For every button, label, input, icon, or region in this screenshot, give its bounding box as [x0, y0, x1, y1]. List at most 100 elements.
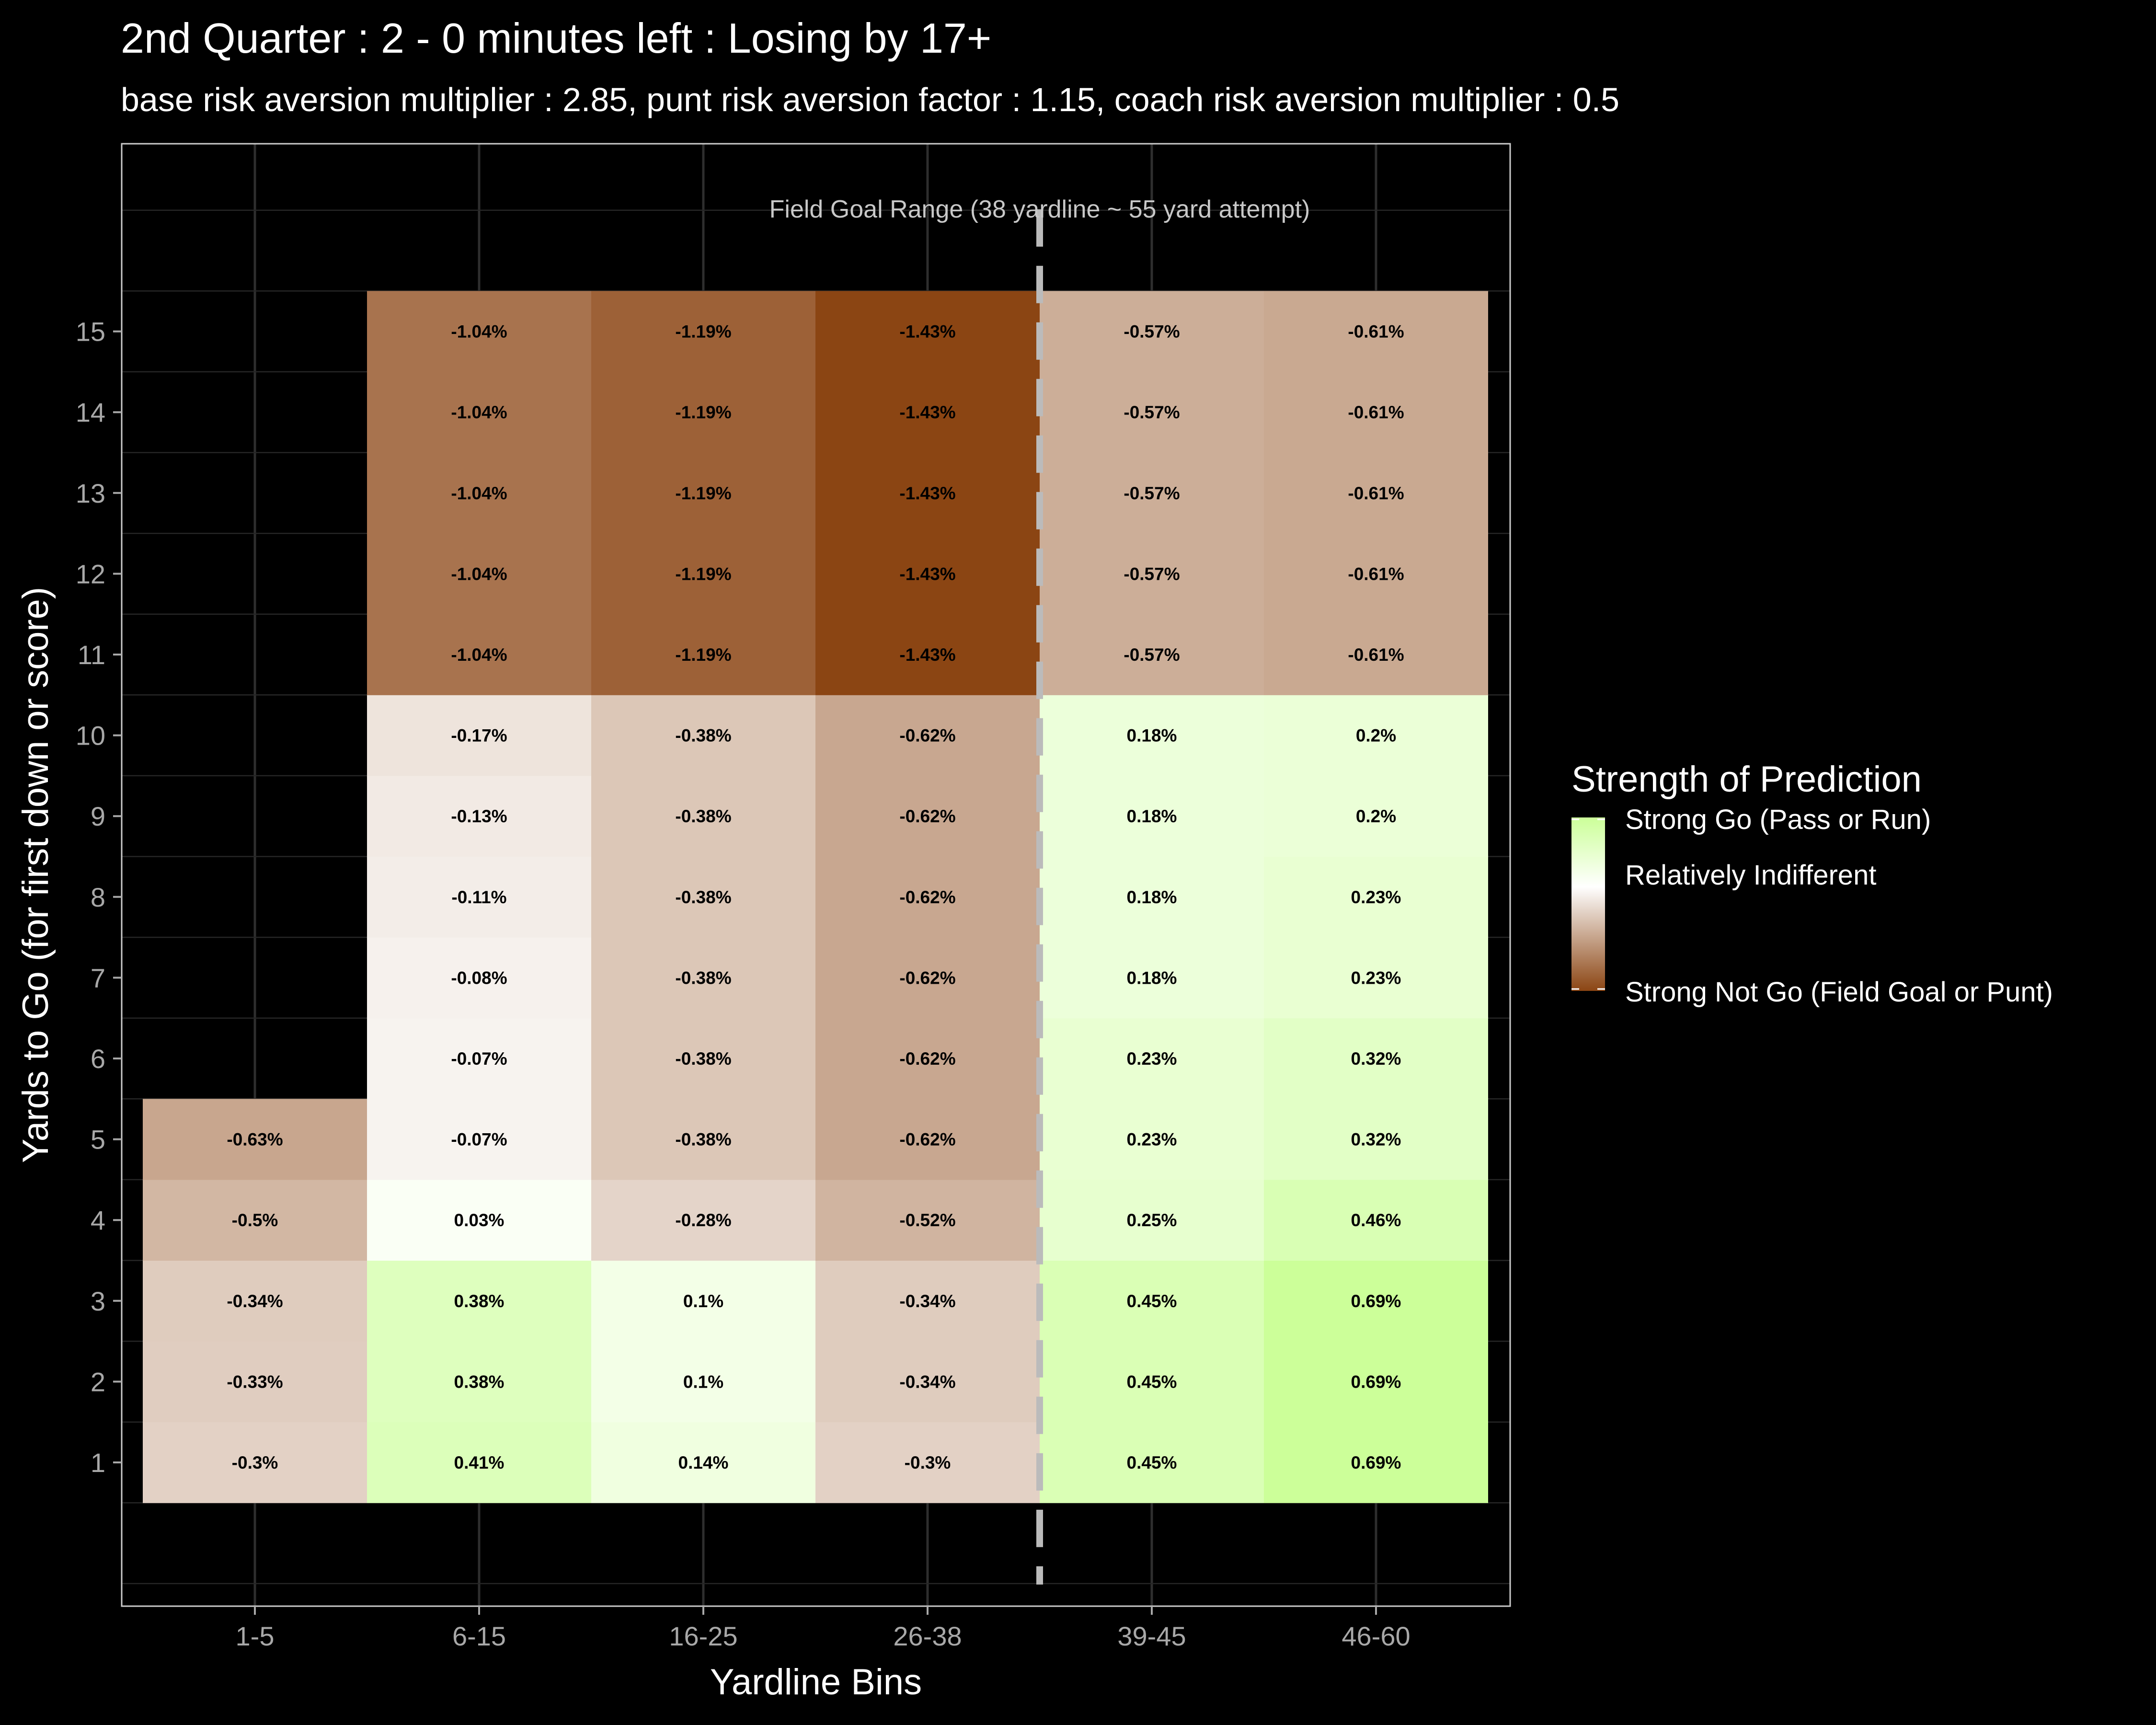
- cell-label: -0.34%: [227, 1291, 283, 1311]
- heatmap-cell: [1264, 1018, 1488, 1099]
- legend-label-strong-not-go: Strong Not Go (Field Goal or Punt): [1625, 977, 2053, 1008]
- x-tick-label: 46-60: [1342, 1621, 1410, 1651]
- heatmap-cell: [591, 291, 815, 372]
- x-tick-label: 26-38: [893, 1621, 962, 1651]
- heatmap-cell: [815, 775, 1040, 857]
- heatmap-cell: [1040, 1341, 1264, 1423]
- heatmap-cell: [367, 695, 591, 776]
- heatmap-cell: [1264, 533, 1488, 615]
- cell-label: 0.18%: [1127, 968, 1177, 988]
- heatmap-cell: [591, 775, 815, 857]
- heatmap-cell: [1040, 533, 1264, 615]
- cell-label: -1.19%: [675, 564, 731, 584]
- heatmap-cell: [1040, 695, 1264, 776]
- heatmap-cell: [143, 1341, 367, 1423]
- heatmap-cell: [367, 371, 591, 453]
- heatmap-cell: [815, 371, 1040, 453]
- heatmap-cell: [1264, 371, 1488, 453]
- chart-title: 2nd Quarter : 2 - 0 minutes left : Losin…: [121, 14, 991, 62]
- y-tick-label: 1: [91, 1448, 105, 1478]
- cell-label: 0.1%: [683, 1372, 723, 1392]
- y-tick-label: 15: [76, 317, 105, 347]
- heatmap-cell: [591, 1260, 815, 1342]
- cell-label: 0.23%: [1351, 887, 1401, 907]
- x-tick-label: 39-45: [1117, 1621, 1186, 1651]
- heatmap-cell: [815, 452, 1040, 534]
- legend-label-strong-go: Strong Go (Pass or Run): [1625, 804, 1931, 835]
- cell-label: -0.11%: [451, 887, 506, 907]
- heatmap-cell: [815, 1260, 1040, 1342]
- cell-label: 0.03%: [454, 1210, 505, 1230]
- heatmap-cell: [367, 937, 591, 1019]
- cell-label: -0.38%: [675, 968, 731, 988]
- cell-label: -0.57%: [1124, 483, 1180, 503]
- y-tick-label: 13: [76, 478, 105, 508]
- y-tick-label: 8: [91, 882, 105, 912]
- cell-label: 0.1%: [683, 1291, 723, 1311]
- heatmap-cell: [1264, 1260, 1488, 1342]
- heatmap-cell: [591, 856, 815, 938]
- heatmap-cell: [367, 856, 591, 938]
- cell-label: -0.52%: [899, 1210, 955, 1230]
- y-tick-label: 6: [91, 1044, 105, 1074]
- cell-label: -0.62%: [899, 968, 955, 988]
- cell-label: -1.43%: [899, 483, 955, 503]
- heatmap-cell: [591, 371, 815, 453]
- heatmap-cell: [367, 1422, 591, 1503]
- y-tick-label: 5: [91, 1125, 105, 1155]
- cell-label: 0.38%: [454, 1372, 505, 1392]
- y-tick-label: 7: [91, 963, 105, 993]
- cell-label: -0.08%: [451, 968, 507, 988]
- heatmap-cell: [1264, 1341, 1488, 1423]
- cell-label: 0.23%: [1127, 1130, 1177, 1150]
- y-tick-label: 3: [91, 1286, 105, 1316]
- y-tick-label: 12: [76, 559, 105, 589]
- cell-label: 0.38%: [454, 1291, 505, 1311]
- cell-label: -0.3%: [232, 1453, 278, 1472]
- cell-label: -0.34%: [899, 1372, 955, 1392]
- cell-label: 0.46%: [1351, 1210, 1401, 1230]
- heatmap-cell: [591, 1018, 815, 1099]
- cell-label: -0.28%: [675, 1210, 731, 1230]
- cell-label: 0.18%: [1127, 887, 1177, 907]
- heatmap-cell: [591, 1099, 815, 1180]
- cell-label: -0.57%: [1124, 322, 1180, 342]
- heatmap-cell: [367, 452, 591, 534]
- heatmap-cell: [815, 614, 1040, 695]
- heatmap-cell: [1040, 1179, 1264, 1261]
- chart-subtitle: base risk aversion multiplier : 2.85, pu…: [121, 81, 1619, 118]
- cell-label: -0.33%: [227, 1372, 283, 1392]
- heatmap-cell: [591, 533, 815, 615]
- heatmap-cell: [1264, 937, 1488, 1019]
- heatmap-cell: [591, 452, 815, 534]
- cell-label: 0.32%: [1351, 1049, 1401, 1069]
- heatmap-cell: [367, 1018, 591, 1099]
- x-axis-ticks: 1-5 6-15 16-25 26-38 39-45 46-60: [236, 1606, 1411, 1651]
- heatmap-cell: [143, 1422, 367, 1503]
- heatmap-cell-labels: -0.3% -0.33% -0.34% -0.5% -0.63% 0.41% 0.38% 0.…: [227, 322, 1404, 1472]
- y-tick-label: 9: [91, 801, 105, 831]
- cell-label: -0.38%: [675, 726, 731, 746]
- cell-label: -1.04%: [451, 322, 507, 342]
- cell-label: -1.43%: [899, 645, 955, 665]
- cell-label: -1.43%: [899, 402, 955, 422]
- cell-label: -0.61%: [1348, 645, 1404, 665]
- heatmap-cells: [143, 291, 1488, 1503]
- heatmap-cell: [1264, 775, 1488, 857]
- heatmap-cell: [815, 1018, 1040, 1099]
- heatmap-cell: [591, 1422, 815, 1503]
- heatmap-cell: [1040, 856, 1264, 938]
- cell-label: 0.69%: [1351, 1291, 1401, 1311]
- cell-label: 0.69%: [1351, 1372, 1401, 1392]
- cell-label: -0.61%: [1348, 402, 1404, 422]
- heatmap-cell: [815, 1179, 1040, 1261]
- cell-label: -1.19%: [675, 483, 731, 503]
- heatmap-cell: [1264, 1179, 1488, 1261]
- cell-label: -0.61%: [1348, 322, 1404, 342]
- x-tick-label: 1-5: [236, 1621, 275, 1651]
- heatmap-cell: [143, 1099, 367, 1180]
- cell-label: -0.62%: [899, 726, 955, 746]
- y-tick-label: 10: [76, 721, 105, 751]
- x-axis-title: Yardline Bins: [710, 1662, 922, 1702]
